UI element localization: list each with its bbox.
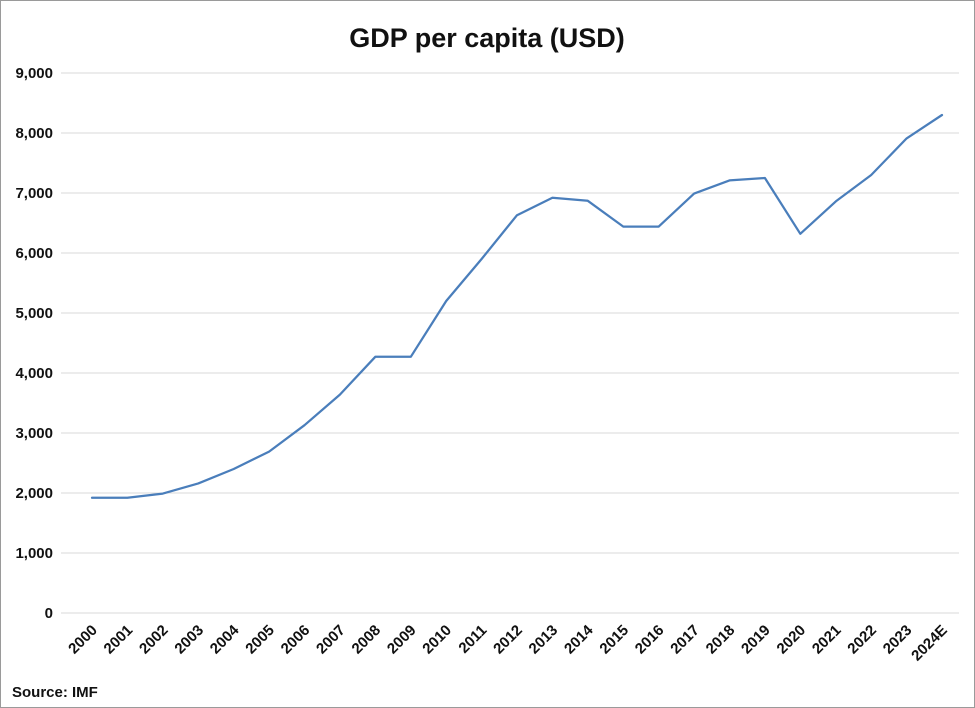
x-tick-label: 2019: [738, 622, 774, 658]
x-tick-label: 2010: [419, 622, 455, 658]
x-tick-label: 2002: [136, 622, 172, 658]
x-tick-label: 2022: [844, 622, 880, 658]
x-tick-label: 2009: [384, 622, 420, 658]
gridlines: [61, 72, 959, 614]
data-point: [550, 196, 554, 200]
data-point: [763, 176, 767, 180]
x-tick-label: 2015: [596, 622, 632, 658]
data-point: [196, 481, 200, 485]
data-point: [232, 467, 236, 471]
y-tick-label: 2,000: [15, 485, 53, 502]
x-tick-label: 2014: [561, 621, 597, 657]
y-tick-label: 7,000: [15, 185, 53, 202]
chart-title: GDP per capita (USD): [349, 23, 625, 53]
data-point: [267, 450, 271, 454]
x-tick-label: 2017: [667, 622, 703, 658]
y-tick-label: 4,000: [15, 365, 53, 382]
series-line: [90, 113, 944, 499]
data-point: [692, 192, 696, 196]
data-point: [303, 423, 307, 427]
data-point: [90, 496, 94, 500]
data-point: [586, 199, 590, 203]
data-point: [480, 257, 484, 261]
data-point: [834, 199, 838, 203]
data-point: [940, 113, 944, 117]
data-point: [338, 393, 342, 397]
data-point: [409, 355, 413, 359]
x-tick-label: 2000: [65, 622, 101, 658]
series-layer: [90, 113, 944, 500]
x-tick-label: 2021: [809, 622, 845, 658]
data-point: [657, 225, 661, 229]
x-tick-label: 2008: [349, 622, 385, 658]
data-point: [869, 173, 873, 177]
source-note: Source: IMF: [12, 684, 98, 701]
data-point: [125, 496, 129, 500]
x-tick-label: 2011: [455, 622, 490, 657]
y-tick-label: 6,000: [15, 245, 53, 262]
data-point: [798, 232, 802, 236]
x-tick-label: 2020: [774, 622, 810, 658]
data-point: [728, 178, 732, 182]
data-point: [444, 299, 448, 303]
data-point: [621, 225, 625, 229]
y-tick-label: 8,000: [15, 125, 53, 142]
x-tick-label: 2004: [207, 621, 243, 657]
y-tick-label: 9,000: [15, 65, 53, 82]
x-tick-label: 2018: [703, 622, 739, 658]
data-point: [373, 355, 377, 359]
y-tick-label: 3,000: [15, 425, 53, 442]
y-tick-label: 0: [45, 605, 53, 622]
x-axis-tick-labels: 2000 2001 2002 2003 2004 2005 2006 2007 2008 2009…: [65, 621, 951, 664]
y-tick-label: 1,000: [15, 545, 53, 562]
data-point: [161, 492, 165, 496]
x-tick-label: 2016: [632, 622, 668, 658]
data-point: [515, 213, 519, 217]
x-tick-label: 2007: [313, 622, 349, 658]
x-tick-label: 2003: [171, 622, 207, 658]
x-tick-label: 2013: [526, 622, 562, 658]
x-tick-label: 2001: [101, 622, 137, 658]
data-point: [905, 136, 909, 140]
x-tick-label: 2005: [242, 622, 278, 658]
y-axis-tick-labels: 0 1,000 2,000 3,000 4,000 5,000 6,000 7,000 8,00…: [15, 65, 53, 622]
x-tick-label: 2012: [490, 622, 526, 658]
x-tick-label: 2024E: [908, 622, 951, 665]
y-tick-label: 5,000: [15, 305, 53, 322]
x-tick-label: 2006: [278, 622, 314, 658]
